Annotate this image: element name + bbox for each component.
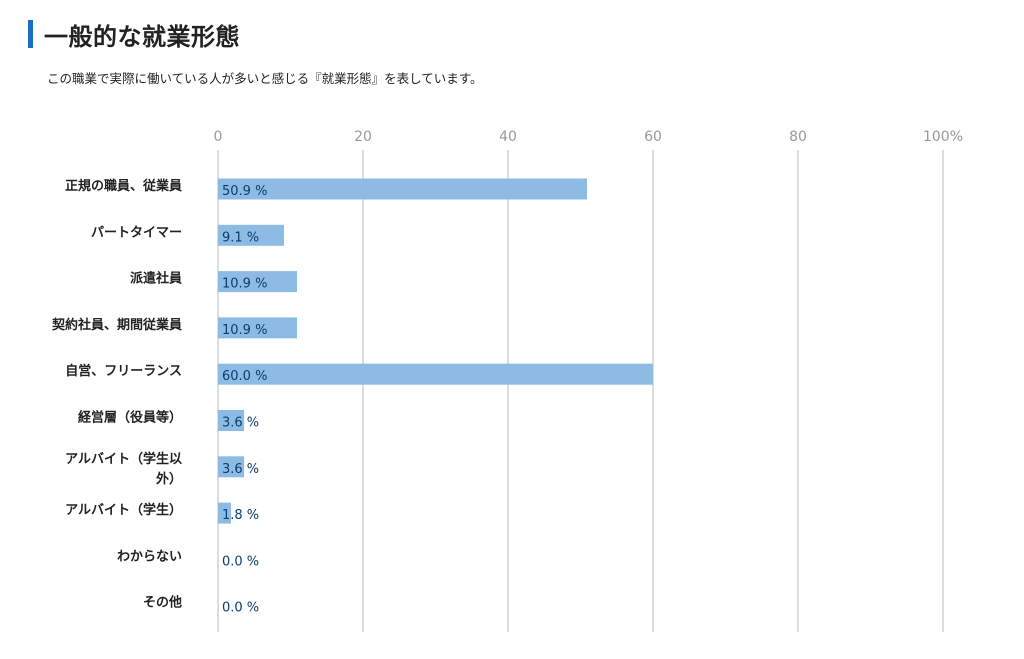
category-label: アルバイト（学生） [65,502,182,518]
value-label: 3.6 % [222,416,259,431]
x-axis-ticks: 0 20 40 60 80 100% [214,129,963,145]
chart-description: この職業で実際に働いている人が多いと感じる『就業形態』を表しています。 [47,71,483,86]
value-label: 10.9 % [222,323,267,338]
bars [218,178,653,524]
bar [218,317,298,339]
category-label: わからない [117,549,182,564]
title-accent-bar [28,20,33,48]
bar [218,363,653,385]
x-tick-label: 0 [214,129,223,145]
page-title: 一般的な就業形態 [44,23,240,51]
x-tick-label: 40 [499,129,517,145]
bar [218,178,588,200]
bar [218,271,298,293]
category-label: 自営、フリーランス [65,363,182,379]
x-tick-label: 80 [789,129,807,145]
category-label: パートタイマー [91,225,182,240]
category-labels: 正規の職員、従業員パートタイマー派遣社員契約社員、期間従業員自営、フリーランス経… [51,178,182,611]
value-label: 3.6 % [222,462,259,477]
category-label: 契約社員、期間従業員 [51,317,182,333]
bar [218,410,245,431]
value-label: 60.0 % [222,369,267,384]
category-label: 派遣社員 [130,271,182,287]
value-label: 0.0 % [222,601,259,616]
category-label: 経営層（役員等） [78,410,182,426]
value-label: 1.8 % [222,508,259,523]
category-label: アルバイト（学生以外） [65,451,182,487]
bar [218,502,232,524]
category-label: その他 [143,595,182,611]
x-tick-label: 20 [354,129,372,145]
value-label: 10.9 % [222,277,267,292]
x-tick-label: 100% [923,129,963,145]
value-label: 50.9 % [222,184,267,199]
grid-lines [217,150,944,632]
bar [218,224,284,246]
x-tick-label: 60 [644,129,662,145]
value-label: 0.0 % [222,554,259,569]
bar [218,456,245,478]
value-labels: 50.9 % 9.1 % 10.9 % 10.9 % 60.0 % 3.6 % 3.6 % 1… [222,184,267,616]
value-label: 9.1 % [222,230,259,245]
category-label: 正規の職員、従業員 [65,178,182,194]
